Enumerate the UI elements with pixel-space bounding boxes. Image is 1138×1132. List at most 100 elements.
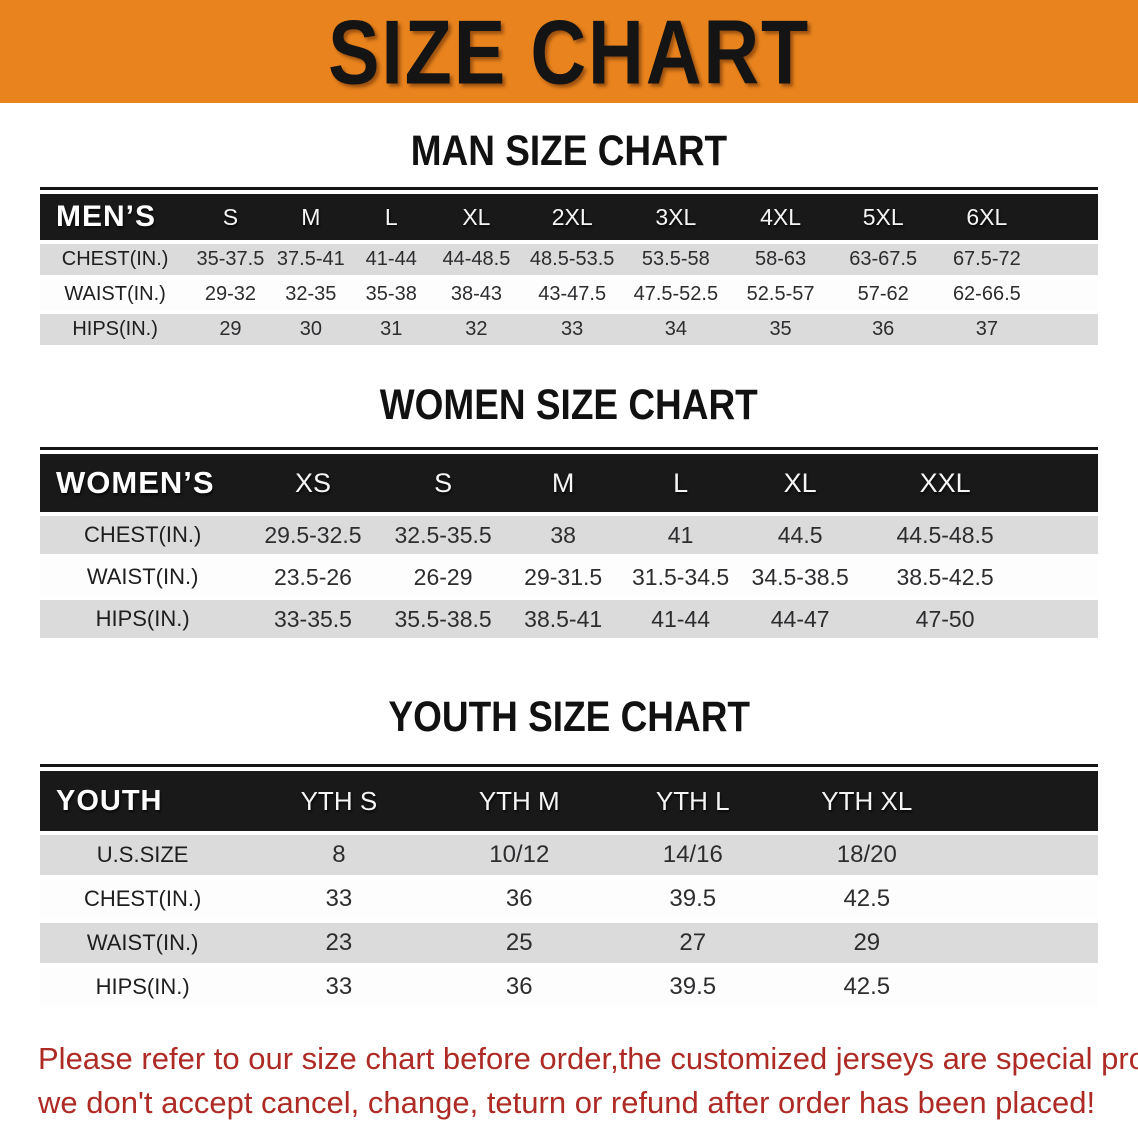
size-cell: 44.5 (740, 516, 860, 554)
size-cell: 32 (431, 314, 522, 345)
row-label: CHEST(IN.) (40, 879, 246, 919)
size-chart-banner: SIZE CHART (0, 0, 1138, 103)
size-table: YOUTH YTH S YTH M YTH L YTH XL U.S.SIZE 8 10/12… (40, 767, 1098, 1011)
size-cell: 34.5-38.5 (740, 558, 860, 596)
size-cell: 35-38 (351, 279, 432, 310)
size-cell: 41 (620, 516, 741, 554)
table-row: HIPS(IN.) 29 30 31 32 33 34 35 36 37 (40, 314, 1098, 345)
table-header-label: YOUTH (40, 771, 246, 831)
size-table: WOMEN’S XS S M L XL XXL CHEST(IN.) 29.5-32.5 32.5… (40, 450, 1098, 642)
size-column-header: 2XL (521, 194, 623, 240)
size-cell: 35-37.5 (190, 244, 271, 275)
row-label: CHEST(IN.) (40, 516, 246, 554)
size-column-header: 5XL (832, 194, 934, 240)
size-column-header: YTH L (606, 771, 780, 831)
size-column-header: XXL (859, 454, 1031, 512)
size-cell: 36 (432, 879, 607, 919)
size-cell: 31.5-34.5 (620, 558, 741, 596)
row-label: HIPS(IN.) (40, 314, 191, 345)
table-header-label: MEN’S (40, 194, 191, 240)
banner-title: SIZE CHART (327, 0, 811, 103)
disclaimer-line-2: we don't accept cancel, change, teturn o… (38, 1085, 1096, 1120)
size-cell: 35 (728, 314, 833, 345)
row-label: WAIST(IN.) (40, 558, 246, 596)
row-label: CHEST(IN.) (40, 244, 191, 275)
size-cell: 53.5-58 (622, 244, 729, 275)
table-top-border (40, 187, 1098, 190)
men-size-table: MEN’S S M L XL 2XL 3XL 4XL 5XL 6XL CHEST(IN.) 35-37… (40, 187, 1098, 349)
row-spacer-cell (1039, 244, 1098, 275)
women-size-table: WOMEN’S XS S M L XL XXL CHEST(IN.) 29.5-32.5 32.5… (40, 447, 1098, 642)
disclaimer-text: Please refer to our size chart before or… (38, 1037, 1138, 1125)
size-cell: 25 (432, 923, 607, 963)
table-row: U.S.SIZE 8 10/12 14/16 18/20 (40, 835, 1098, 875)
size-cell: 37 (933, 314, 1040, 345)
size-column-header: XL (431, 194, 522, 240)
table-row: WAIST(IN.) 29-32 32-35 35-38 38-43 43-47.5 47.… (40, 279, 1098, 310)
row-spacer-cell (954, 835, 1098, 875)
header-spacer-cell (1039, 194, 1098, 240)
size-cell: 18/20 (779, 835, 955, 875)
size-cell: 41-44 (620, 600, 741, 638)
size-column-header: 6XL (933, 194, 1040, 240)
row-label: WAIST(IN.) (40, 923, 246, 963)
row-spacer-cell (954, 923, 1098, 963)
size-column-header: S (380, 454, 506, 512)
size-column-header: XL (740, 454, 860, 512)
table-top-border (40, 447, 1098, 450)
table-top-border (40, 764, 1098, 767)
size-column-header: YTH XL (779, 771, 955, 831)
size-column-header: M (270, 194, 352, 240)
table-header-label: WOMEN’S (40, 454, 246, 512)
size-cell: 33 (245, 967, 433, 1007)
header-spacer-cell (954, 771, 1098, 831)
men-section-heading: MAN SIZE CHART (410, 127, 728, 175)
size-column-header: YTH M (432, 771, 607, 831)
size-cell: 39.5 (606, 879, 780, 919)
row-spacer-cell (1030, 516, 1098, 554)
row-spacer-cell (954, 879, 1098, 919)
size-column-header: 3XL (622, 194, 729, 240)
table-row: CHEST(IN.) 33 36 39.5 42.5 (40, 879, 1098, 919)
size-cell: 38-43 (431, 279, 522, 310)
size-cell: 58-63 (728, 244, 833, 275)
header-spacer-cell (1030, 454, 1098, 512)
row-spacer-cell (1039, 314, 1098, 345)
size-cell: 29 (779, 923, 955, 963)
size-column-header: YTH S (245, 771, 433, 831)
disclaimer-line-1: Please refer to our size chart before or… (38, 1041, 1138, 1076)
size-cell: 34 (622, 314, 729, 345)
size-cell: 33 (245, 879, 433, 919)
size-cell: 44-47 (740, 600, 860, 638)
size-cell: 30 (270, 314, 352, 345)
size-cell: 29.5-32.5 (245, 516, 381, 554)
size-cell: 43-47.5 (521, 279, 623, 310)
size-cell: 29-32 (190, 279, 271, 310)
size-column-header: XS (245, 454, 381, 512)
size-cell: 29-31.5 (505, 558, 621, 596)
size-column-header: L (351, 194, 432, 240)
size-cell: 37.5-41 (270, 244, 352, 275)
size-cell: 31 (351, 314, 432, 345)
size-cell: 44-48.5 (431, 244, 522, 275)
size-cell: 38 (505, 516, 621, 554)
size-cell: 57-62 (832, 279, 934, 310)
size-column-header: L (620, 454, 741, 512)
size-cell: 14/16 (606, 835, 780, 875)
row-spacer-cell (954, 967, 1098, 1007)
size-cell: 27 (606, 923, 780, 963)
table-row: HIPS(IN.) 33-35.5 35.5-38.5 38.5-41 41-44 44-… (40, 600, 1098, 638)
size-cell: 41-44 (351, 244, 432, 275)
size-cell: 62-66.5 (933, 279, 1040, 310)
youth-size-table: YOUTH YTH S YTH M YTH L YTH XL U.S.SIZE 8 10/12… (40, 764, 1098, 1011)
table-row: WAIST(IN.) 23.5-26 26-29 29-31.5 31.5-34.5 34… (40, 558, 1098, 596)
size-cell: 26-29 (380, 558, 506, 596)
size-cell: 33 (521, 314, 623, 345)
size-cell: 52.5-57 (728, 279, 833, 310)
size-cell: 63-67.5 (832, 244, 934, 275)
size-cell: 8 (245, 835, 433, 875)
size-cell: 42.5 (779, 879, 955, 919)
size-cell: 23.5-26 (245, 558, 381, 596)
row-label: HIPS(IN.) (40, 600, 246, 638)
table-row: CHEST(IN.) 29.5-32.5 32.5-35.5 38 41 44.5 44.5… (40, 516, 1098, 554)
